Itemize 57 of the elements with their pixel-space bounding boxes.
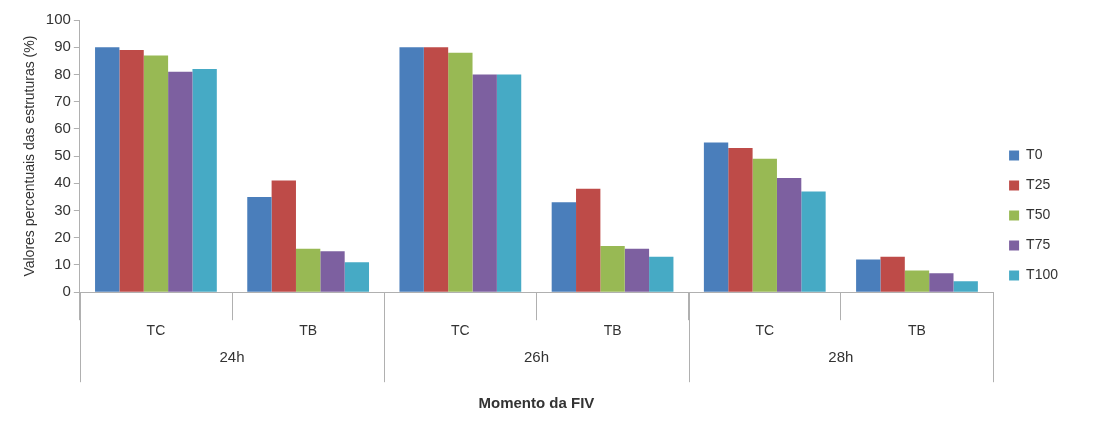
y-tick-label: 100 [45, 10, 71, 28]
y-tick-label: 80 [54, 64, 71, 82]
bar [649, 256, 674, 292]
y-tick-label: 30 [54, 200, 71, 218]
bar [929, 273, 954, 292]
y-tick-label: 70 [54, 91, 71, 109]
legend-label: T0 [1026, 146, 1043, 163]
x-tick-label: TB [603, 322, 622, 339]
legend-label: T100 [1026, 266, 1059, 283]
bar [728, 147, 753, 292]
bar [703, 142, 729, 292]
bar [168, 71, 193, 292]
text: 24h [219, 348, 245, 366]
bar [143, 55, 169, 292]
y-tick-label: 20 [54, 227, 71, 245]
x-axis-title: Momento da FIV [478, 394, 595, 412]
y-tick-label: 10 [54, 255, 71, 273]
bar [344, 262, 370, 292]
bar [776, 177, 802, 292]
bar [904, 270, 930, 292]
bar [472, 74, 497, 292]
y-axis-title: Valores percentuais das estruturas (%) [21, 35, 38, 277]
legend-label: T25 [1026, 176, 1051, 193]
y-tick-label: 50 [54, 146, 71, 164]
bar [856, 259, 881, 292]
y-tick-label: 40 [54, 173, 71, 191]
bar [399, 47, 424, 292]
x-tick-label: TC [755, 322, 775, 339]
bar [448, 52, 473, 292]
y-tick-label: 60 [54, 119, 71, 137]
bar [192, 69, 217, 292]
x-tick-label: TB [908, 322, 926, 339]
bar [801, 191, 826, 292]
x-tick-label: TC [451, 322, 470, 339]
bar [600, 245, 625, 292]
bar [119, 49, 144, 292]
y-tick-label: 0 [62, 282, 71, 300]
bar [295, 248, 321, 292]
bar [320, 251, 345, 292]
bar [752, 158, 777, 292]
bar [551, 202, 577, 292]
legend-label: T75 [1026, 236, 1051, 253]
x-tick-label: TC [146, 322, 166, 339]
bar [247, 196, 272, 292]
bar [271, 180, 296, 292]
x-tick-label: TB [299, 322, 318, 339]
bar [624, 248, 650, 292]
bar [423, 47, 449, 292]
bar [95, 47, 120, 292]
legend-label: T50 [1026, 206, 1051, 223]
text: 26h [523, 348, 549, 366]
text: 28h [828, 348, 854, 366]
bar [880, 256, 905, 292]
y-tick-label: 90 [54, 37, 71, 55]
bar [576, 188, 601, 292]
bar [953, 281, 978, 292]
bar [496, 74, 522, 292]
